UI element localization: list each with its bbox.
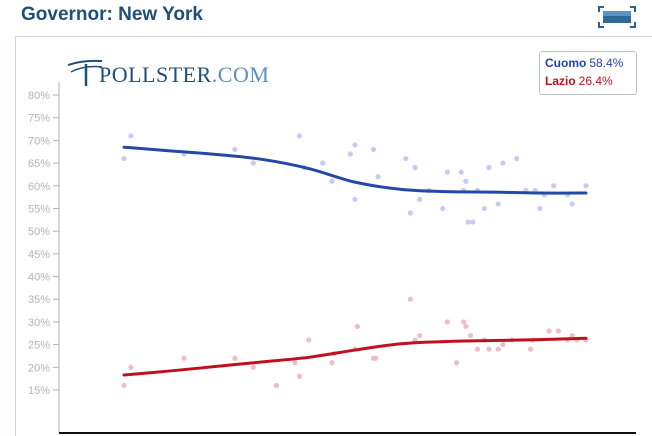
y-tick-label: 65% bbox=[28, 158, 50, 170]
cuomo-trend-line bbox=[122, 145, 588, 195]
cuomo-poll-point[interactable] bbox=[412, 165, 418, 171]
cuomo-poll-point[interactable] bbox=[128, 133, 134, 139]
pollster-lines-icon bbox=[68, 59, 103, 86]
lazio-poll-point[interactable] bbox=[467, 332, 474, 339]
legend-item-cuomo: Cuomo 58.4% bbox=[545, 55, 623, 71]
y-axis: 15% 20% 25% 30% 35% 40% 45% 50% 55% 60% 65% 70% 75% 8… bbox=[28, 82, 60, 433]
lazio-poll-point[interactable] bbox=[474, 346, 481, 352]
y-tick-label: 15% bbox=[28, 385, 50, 397]
y-tick-label: 20% bbox=[28, 362, 50, 374]
logo-brand: POLLSTER bbox=[99, 62, 212, 87]
lazio-poll-point[interactable] bbox=[292, 360, 298, 366]
lazio-poll-point[interactable] bbox=[128, 364, 134, 370]
lazio-poll-point[interactable] bbox=[296, 373, 303, 379]
cuomo-points bbox=[121, 133, 589, 225]
lazio-poll-point[interactable] bbox=[354, 323, 360, 330]
cuomo-poll-point[interactable] bbox=[250, 160, 256, 166]
lazio-poll-point[interactable] bbox=[250, 364, 256, 370]
cuomo-poll-point[interactable] bbox=[583, 183, 589, 189]
lazio-poll-point[interactable] bbox=[495, 346, 501, 352]
cuomo-poll-point[interactable] bbox=[417, 196, 423, 202]
lazio-poll-point[interactable] bbox=[181, 355, 187, 361]
cuomo-poll-point[interactable] bbox=[465, 219, 471, 225]
lazio-poll-point[interactable] bbox=[486, 346, 492, 352]
legend-name: Lazio bbox=[545, 74, 576, 88]
cuomo-poll-point[interactable] bbox=[329, 178, 335, 184]
y-tick-label: 70% bbox=[28, 135, 50, 147]
cuomo-poll-point[interactable] bbox=[458, 169, 464, 175]
trend-lines bbox=[122, 145, 588, 377]
lazio-poll-point[interactable] bbox=[407, 296, 414, 302]
y-tick-label: 50% bbox=[28, 226, 50, 238]
lazio-trend-line bbox=[122, 336, 588, 377]
cuomo-poll-point[interactable] bbox=[296, 133, 303, 139]
cuomo-poll-point[interactable] bbox=[352, 142, 358, 148]
y-tick-label: 80% bbox=[28, 90, 50, 102]
lazio-poll-point[interactable] bbox=[569, 332, 575, 339]
y-tick-label: 60% bbox=[28, 181, 50, 193]
cuomo-poll-point[interactable] bbox=[403, 155, 409, 162]
cuomo-poll-point[interactable] bbox=[514, 155, 520, 162]
lazio-poll-point[interactable] bbox=[232, 355, 238, 361]
y-tick-label: 45% bbox=[28, 249, 50, 261]
lazio-poll-point[interactable] bbox=[460, 319, 467, 325]
cuomo-poll-point[interactable] bbox=[463, 178, 469, 184]
y-tick-label: 40% bbox=[28, 272, 50, 284]
embed-button-icon bbox=[598, 6, 636, 28]
cuomo-poll-point[interactable] bbox=[486, 165, 492, 171]
cuomo-poll-point[interactable] bbox=[121, 155, 127, 162]
cuomo-poll-point[interactable] bbox=[500, 160, 506, 166]
y-tick-label: 25% bbox=[28, 340, 50, 352]
chart-title: Governor: New York bbox=[21, 4, 203, 25]
lazio-poll-point[interactable] bbox=[527, 346, 534, 352]
cuomo-poll-point[interactable] bbox=[569, 201, 575, 207]
cuomo-poll-point[interactable] bbox=[352, 196, 358, 202]
y-tick-label: 35% bbox=[28, 294, 50, 306]
lazio-poll-point[interactable] bbox=[329, 360, 335, 366]
cuomo-poll-point[interactable] bbox=[320, 160, 326, 166]
chart-panel bbox=[15, 36, 652, 436]
lazio-poll-point[interactable] bbox=[546, 328, 552, 334]
cuomo-poll-point[interactable] bbox=[537, 205, 543, 212]
cuomo-poll-point[interactable] bbox=[375, 174, 381, 180]
y-tick-label: 30% bbox=[28, 317, 50, 329]
lazio-poll-point[interactable] bbox=[500, 342, 506, 348]
cuomo-poll-point[interactable] bbox=[407, 210, 414, 216]
cuomo-poll-point[interactable] bbox=[232, 146, 238, 153]
lazio-poll-point[interactable] bbox=[555, 328, 561, 334]
lazio-poll-point[interactable] bbox=[463, 323, 469, 330]
lazio-points bbox=[121, 296, 589, 389]
lazio-poll-point[interactable] bbox=[417, 332, 423, 339]
lazio-poll-point[interactable] bbox=[373, 355, 379, 361]
cuomo-poll-point[interactable] bbox=[440, 205, 446, 212]
legend-value: 26.4% bbox=[578, 74, 613, 88]
legend-item-lazio: Lazio 26.4% bbox=[545, 73, 613, 89]
cuomo-poll-point[interactable] bbox=[551, 183, 557, 189]
cuomo-poll-point[interactable] bbox=[370, 146, 377, 153]
lazio-poll-point[interactable] bbox=[444, 319, 450, 325]
lazio-poll-point[interactable] bbox=[306, 337, 312, 343]
lazio-poll-point[interactable] bbox=[121, 382, 127, 389]
logo-suffix: .COM bbox=[211, 62, 270, 87]
y-tick-label: 75% bbox=[28, 113, 50, 125]
cuomo-poll-point[interactable] bbox=[444, 169, 450, 175]
legend: Cuomo 58.4% Lazio 26.4% bbox=[539, 51, 637, 95]
cuomo-poll-point[interactable] bbox=[481, 205, 487, 212]
legend-name: Cuomo bbox=[545, 56, 587, 70]
cuomo-poll-point[interactable] bbox=[470, 219, 476, 225]
lazio-poll-point[interactable] bbox=[454, 360, 460, 366]
y-tick-label: 55% bbox=[28, 203, 50, 215]
cuomo-poll-point[interactable] bbox=[495, 201, 501, 207]
lazio-poll-point[interactable] bbox=[273, 382, 280, 389]
embed-button[interactable] bbox=[598, 6, 636, 28]
legend-value: 58.4% bbox=[589, 56, 624, 70]
cuomo-poll-point[interactable] bbox=[347, 151, 353, 157]
